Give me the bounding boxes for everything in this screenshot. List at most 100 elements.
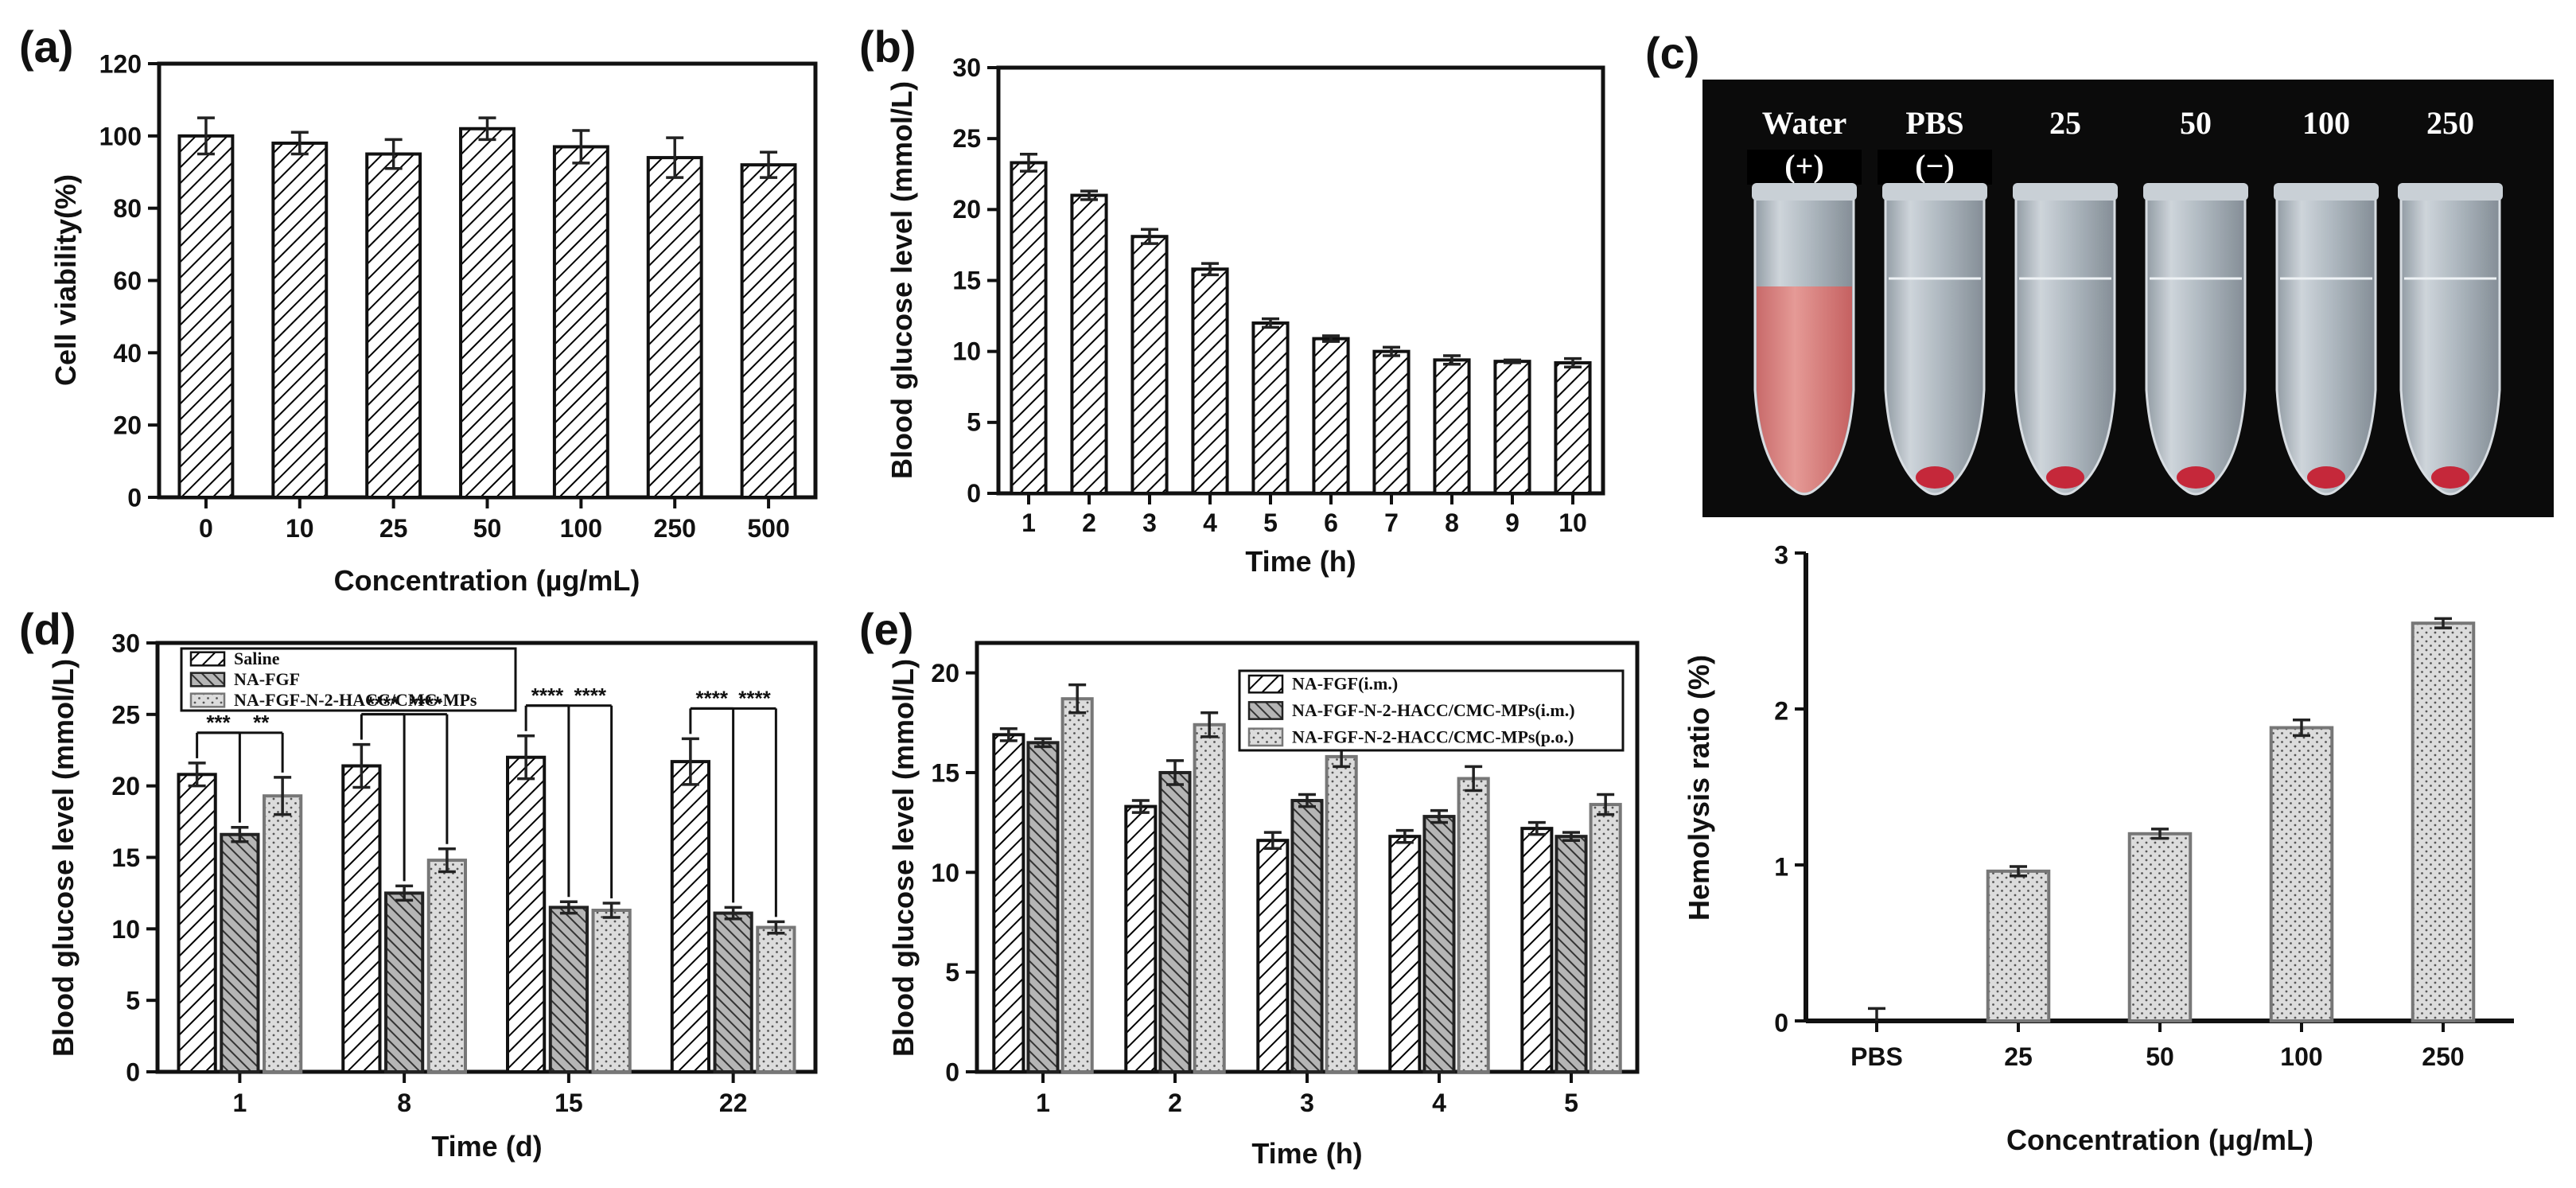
x-tick-label-c-2: 50 <box>2146 1042 2174 1071</box>
panel-label-e: (e) <box>859 604 913 654</box>
legend-label-e-2: NA-FGF-N-2-HACC/CMC-MPs(p.o.) <box>1292 726 1574 746</box>
legend-label-e-1: NA-FGF-N-2-HACC/CMC-MPs(i.m.) <box>1292 700 1575 720</box>
legend-e <box>1238 669 1625 752</box>
tube-pellet-1 <box>1916 466 1954 489</box>
tube-pellet-2 <box>2046 466 2084 489</box>
sig-label-d-0-1: *** <box>206 711 231 734</box>
tube-2 <box>2014 188 2116 496</box>
tube-sublabel-box-1 <box>1878 150 1992 185</box>
x-tick-label-c-4: 250 <box>2422 1042 2464 1071</box>
bar-e-1-3 <box>1422 815 1456 1073</box>
x-axis-label-c: Concentration (μg/mL) <box>2006 1124 2313 1156</box>
bar-e-2-0 <box>1060 697 1094 1074</box>
bar-e-0-2 <box>1256 839 1290 1073</box>
panel-label-d: (d) <box>19 604 76 654</box>
bar-d-0-0 <box>177 773 217 1073</box>
x-tick-label-e-4: 5 <box>1564 1089 1578 1117</box>
legend-swatch-e-0 <box>1247 674 1284 694</box>
bar-d-2-3 <box>756 925 796 1073</box>
x-tick-label-b-9: 10 <box>1558 508 1587 537</box>
bar-e-2-2 <box>1325 754 1358 1073</box>
bar-b-0-6 <box>1372 349 1411 495</box>
bar-c-0-3 <box>2269 726 2334 1023</box>
x-tick-label-a-2: 25 <box>379 514 408 543</box>
tube-label-4: 100 <box>2302 105 2350 141</box>
bar-b-0-9 <box>1554 360 1592 495</box>
x-axis-label-a: Concentration (µg/mL) <box>334 564 640 597</box>
bar-d-0-1 <box>341 764 382 1073</box>
legend-label-d-1: NA-FGF <box>234 669 300 689</box>
y-tick-label-b-3: 15 <box>952 266 981 294</box>
bar-e-1-4 <box>1555 835 1588 1073</box>
tube-1 <box>1884 188 1986 496</box>
tube-pellet-3 <box>2177 466 2215 489</box>
bar-b-0-5 <box>1312 337 1350 495</box>
y-tick-label-d-6: 30 <box>111 629 140 658</box>
bar-e-1-1 <box>1158 770 1192 1073</box>
bar-c-0-2 <box>2127 832 2193 1023</box>
chart-c: 0 1 2 3 PBS 25 50 100 250 Concentration (μg/mL) He… <box>1683 541 2514 1156</box>
x-tick-label-e-2: 3 <box>1300 1089 1314 1117</box>
tube-label-5: 250 <box>2426 105 2474 141</box>
y-axis-label-d: Blood glucose level (mmol/L) <box>47 659 80 1057</box>
y-tick-label-d-5: 25 <box>111 700 140 729</box>
y-tick-label-a-5: 100 <box>99 122 142 150</box>
bar-d-0-2 <box>506 755 547 1073</box>
y-tick-label-b-0: 0 <box>967 479 981 508</box>
legend-label-e-0: NA-FGF(i.m.) <box>1292 674 1398 694</box>
bar-e-0-4 <box>1520 827 1554 1073</box>
panel-label-c: (c) <box>1645 28 1699 78</box>
x-tick-label-e-0: 1 <box>1036 1089 1050 1117</box>
x-tick-label-e-1: 2 <box>1168 1089 1182 1117</box>
sig-label-d-3-2: **** <box>738 686 771 710</box>
y-tick-label-e-1: 5 <box>945 958 959 987</box>
x-tick-label-d-1: 8 <box>397 1089 411 1117</box>
x-tick-label-a-1: 10 <box>286 514 314 543</box>
bar-b-0-2 <box>1130 235 1169 495</box>
legend-label-d-2: NA-FGF-N-2-HACC/CMC-MPs <box>234 690 477 710</box>
tube-label-3: 50 <box>2180 105 2212 141</box>
y-axis-label-c: Hemolysis ratio (%) <box>1683 655 1715 921</box>
y-tick-label-c-0: 0 <box>1774 1009 1788 1038</box>
legend-swatch-d-1 <box>189 672 226 687</box>
bar-e-2-3 <box>1457 777 1490 1073</box>
x-tick-label-b-1: 2 <box>1082 508 1096 537</box>
bar-e-2-4 <box>1589 803 1622 1073</box>
x-tick-label-a-4: 100 <box>560 514 602 543</box>
panel-label-a: (a) <box>19 21 73 72</box>
hemolysis-tubes-photo: Water PBS 25 50 100 250 (+) (−) <box>1702 80 2554 517</box>
y-tick-label-a-1: 20 <box>113 411 142 440</box>
tube-label-2: 25 <box>2049 105 2081 141</box>
y-tick-label-b-1: 5 <box>967 408 981 437</box>
bar-b-0-1 <box>1070 193 1108 495</box>
y-tick-label-e-4: 20 <box>931 659 959 687</box>
y-tick-label-e-3: 15 <box>931 758 959 787</box>
tube-rim-3 <box>2143 183 2248 201</box>
bar-b-0-7 <box>1433 358 1471 495</box>
bar-e-2-1 <box>1193 723 1226 1074</box>
chart-d: 0 5 10 15 20 25 30 1 8 15 22 Time (d) Blood glucose … <box>47 629 818 1163</box>
legend-swatch-e-2 <box>1247 727 1284 747</box>
tube-5 <box>2399 188 2501 496</box>
y-tick-label-b-4: 20 <box>952 195 981 224</box>
y-tick-label-c-2: 2 <box>1774 697 1788 726</box>
bar-b-0-4 <box>1251 321 1290 495</box>
x-tick-label-d-2: 15 <box>555 1089 583 1117</box>
tube-3 <box>2145 188 2247 496</box>
chart-e: 0 5 10 15 20 1 2 3 4 5 Time (h) Blood glucose level… <box>887 641 1640 1170</box>
chart-b: 0 5 10 15 20 25 30 1 2 3 4 5 6 7 8 9 10 Time (h) Blood glu… <box>885 53 1605 578</box>
bar-b-0-3 <box>1191 267 1229 495</box>
bar-d-1-0 <box>220 832 260 1073</box>
bar-a-0-6 <box>740 163 797 500</box>
y-tick-label-d-1: 5 <box>126 987 140 1015</box>
y-tick-label-a-2: 40 <box>113 339 142 368</box>
bar-a-0-3 <box>459 127 516 499</box>
x-tick-label-b-5: 6 <box>1324 508 1338 537</box>
sig-label-d-2-2: **** <box>574 684 607 707</box>
tube-sublabel-1: (−) <box>1915 148 1954 184</box>
x-tick-label-b-3: 4 <box>1203 508 1217 537</box>
x-tick-label-b-7: 8 <box>1445 508 1459 537</box>
bar-d-2-2 <box>591 908 632 1074</box>
y-tick-label-a-6: 120 <box>99 50 142 79</box>
